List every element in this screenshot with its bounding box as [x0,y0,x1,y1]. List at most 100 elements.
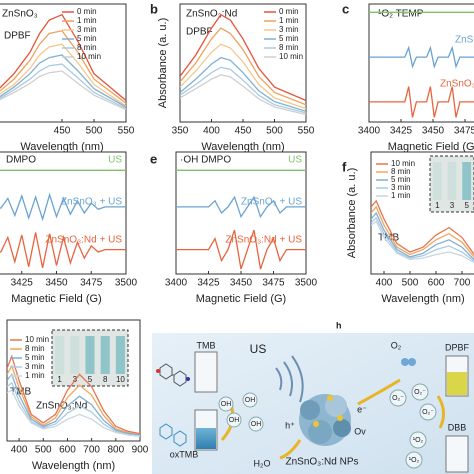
legend-label: 1 min [77,16,97,25]
x-tick-label: 400 [376,278,393,289]
data-line [371,199,474,256]
label: DPBF [445,342,470,352]
x-tick-label: 3475 [454,126,474,137]
series-label: ZnSnO₃ + US [61,197,122,208]
label: ¹O₂ [413,437,424,444]
data-line [176,229,306,270]
series-label: US [108,155,122,166]
radical-bubble [242,392,258,408]
inset-label: 1 [57,375,62,384]
x-tick-label: 500 [402,278,419,289]
nanoparticles [299,394,351,446]
x-tick-label: 350 [172,126,189,137]
x-tick-label: 500 [86,126,103,137]
x-tick-label: 450 [54,126,71,137]
cuvette [194,351,218,393]
inset-label: 8 [103,375,108,384]
radical-bubble [389,389,407,407]
atom [408,358,416,366]
vial [447,162,457,200]
liquid [196,428,216,449]
label: OH [221,401,232,408]
legend-label: 1 min [391,191,411,200]
x-tick-label: 3450 [422,126,445,137]
x-tick-label: 550 [118,126,135,137]
x-tick-label: 500 [266,126,283,137]
series-label: ZnSnO₃:Nd + US [225,235,302,246]
series-label: US [288,155,302,166]
data-line [7,364,140,436]
x-tick-label: 700 [454,278,471,289]
atom [186,377,190,381]
series-label: ZnSnO₃ + US [241,197,302,208]
legend-label: 10 min [279,52,303,61]
data-line [176,195,306,219]
data-line [369,86,474,118]
legend-label: 1 min [25,371,45,380]
label: TMB [197,340,216,350]
x-tick-label: 3450 [45,278,68,289]
series-label: ZnSnO₃ [455,35,474,46]
legend-label: 3 min [25,362,45,371]
sound-wave [275,355,304,403]
arrow [436,395,445,429]
inset-label: 5 [464,201,469,210]
molecule [159,363,187,387]
label: oxTMB [170,449,199,459]
legend-label: 5 min [25,353,45,362]
chart: 400 500 600 700 Wavelength (nm) Absorbance (a… [342,151,474,305]
x-tick-label: 550 [298,126,315,137]
radical-bubble [218,396,234,412]
diagram: h [152,320,474,474]
x-tick-label: 800 [107,445,124,456]
x-tick-label: 3475 [262,278,285,289]
liquid [447,372,467,395]
legend-label: 8 min [279,43,299,52]
data-line [0,30,126,104]
series-label: ZnSnO₃:Nd [440,79,474,90]
x-tick-label: 600 [59,445,76,456]
data-line [0,70,126,111]
data-line [371,205,474,258]
annotation: DPBF [186,27,213,38]
arrow [279,439,302,460]
x-tick-label: 3425 [390,126,413,137]
x-tick-label: 3425 [197,278,220,289]
x-tick-label: 600 [428,278,445,289]
legend-label: 10 min [391,159,415,168]
x-axis-label: Wavelength (nm) [20,141,103,153]
legend-label: 3 min [391,183,411,192]
label: OH [251,421,262,428]
axes-frame [368,3,474,123]
radical-bubble [226,412,242,428]
annotation: ZnSnO₃:Nd [186,9,237,20]
label: DBB [448,422,467,432]
legend-label: 3 min [77,25,97,34]
legend-label: 5 min [77,34,97,43]
x-tick-label: 3500 [295,278,318,289]
label: OH [229,417,240,424]
inset-label: 5 [88,375,93,384]
x-tick-label: 700 [83,445,100,456]
legend-label: 3 min [279,25,299,34]
x-axis-label: Wavelength (nm) [381,293,464,305]
annotation: ·OH DMPO [180,155,231,166]
x-tick-label: 900 [132,445,149,456]
vial [115,336,125,374]
chart: 3400 3425 3450 3475 Magnetic Field (G) c ¹O₂ T… [342,1,474,153]
x-tick-label: 3500 [115,278,138,289]
data-line [180,74,306,116]
data-line [0,54,126,108]
data-line [371,211,474,261]
radical-bubble [409,431,427,449]
label: ZnSnO₃:Nd NPs [286,457,359,468]
label: h⁺ [285,420,295,430]
data-line [0,192,126,222]
x-axis-label: Magnetic Field (G) [388,141,474,153]
x-axis-label: Magnetic Field (G) [196,293,286,305]
legend-label: 8 min [391,167,411,176]
molecule [159,423,187,447]
